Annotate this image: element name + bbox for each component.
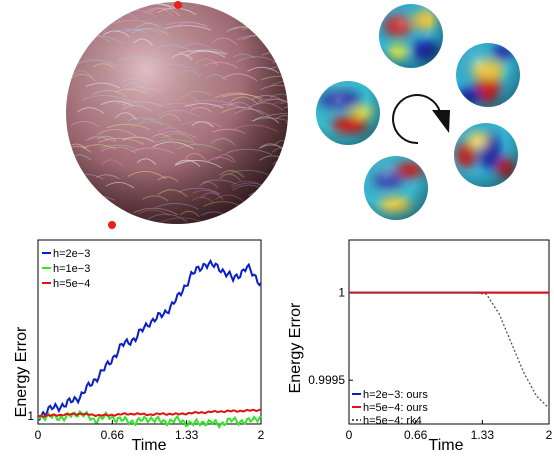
streakline <box>243 212 288 219</box>
x-tick-label: 0.66 <box>101 428 125 442</box>
y-tick-label: 1 <box>27 409 34 423</box>
streakline <box>120 2 143 7</box>
streakline <box>74 36 96 41</box>
x-tick-label: 1.33 <box>175 428 199 442</box>
chart-right-ylabel: Energy Error <box>287 302 304 393</box>
streakline <box>100 2 140 10</box>
legend-label: h=5e−4 <box>53 278 90 290</box>
north-pole-marker <box>174 1 182 9</box>
streakline <box>263 185 288 194</box>
south-pole-marker <box>108 221 116 229</box>
streakline <box>284 182 288 188</box>
chart-right-frame <box>348 239 550 425</box>
legend-left: h=2e−3 h=1e−3 h=5e−4 <box>42 248 90 290</box>
streakline <box>275 48 288 55</box>
chart-left-xlabel: Time <box>132 437 167 454</box>
x-tick-label: 1.33 <box>471 428 495 442</box>
streakline <box>256 202 288 211</box>
streakline <box>261 15 283 21</box>
chart-right-xlabel: Time <box>429 437 464 454</box>
streakline <box>66 214 89 222</box>
streakline <box>84 214 128 220</box>
legend-label: h=5e−4: rk4 <box>363 415 422 427</box>
streakline <box>253 23 288 32</box>
chart-left-ylabel: Energy Error <box>13 326 30 417</box>
x-tick-label: 0 <box>35 428 42 442</box>
streakline <box>287 64 288 69</box>
legend-label: h=2e−3 <box>53 248 90 260</box>
streakline <box>277 184 288 191</box>
series-line <box>37 408 262 418</box>
x-tick-label: 0.66 <box>404 428 428 442</box>
chart-left-frame <box>37 239 262 425</box>
streakline <box>283 2 288 5</box>
streakline <box>277 57 288 64</box>
vector-field-sphere <box>66 2 288 224</box>
streakline <box>276 50 288 58</box>
x-tick-label: 2 <box>258 428 265 442</box>
mode-sphere-right-top <box>456 43 520 107</box>
legend-label: h=5e−4: ours <box>363 402 428 414</box>
streakline <box>264 213 288 219</box>
streakline <box>105 215 128 220</box>
x-tick-label: 0 <box>346 428 353 442</box>
y-tick-label: 0.9995 <box>308 373 345 387</box>
streakline <box>194 2 236 6</box>
streakline <box>279 38 288 47</box>
x-tick-label: 2 <box>546 428 553 442</box>
chart-left: 0 0.66 1.33 2 1 h=2e−3 h=1e−3 h=5e−4 Time Ener… <box>13 239 265 454</box>
streakline <box>66 208 95 215</box>
streakline <box>72 184 93 194</box>
streakline <box>284 36 288 42</box>
mode-sphere-bottom <box>364 156 428 220</box>
legend-label: h=1e−3 <box>53 263 90 275</box>
streakline <box>279 58 288 65</box>
mode-sphere-right-bottom <box>454 123 518 187</box>
legend-label: h=2e−3: ours <box>363 389 428 401</box>
streakline <box>284 215 288 221</box>
streakline <box>272 57 288 66</box>
series-line <box>37 258 262 422</box>
streakline <box>240 8 288 14</box>
clockwise-arrow-icon <box>392 94 450 145</box>
mode-sphere-left <box>316 81 380 145</box>
series-line <box>349 291 550 409</box>
y-tick-label: 1 <box>338 286 345 300</box>
streakline <box>276 193 288 202</box>
streakline <box>233 208 256 215</box>
mode-sphere-top <box>379 4 443 68</box>
